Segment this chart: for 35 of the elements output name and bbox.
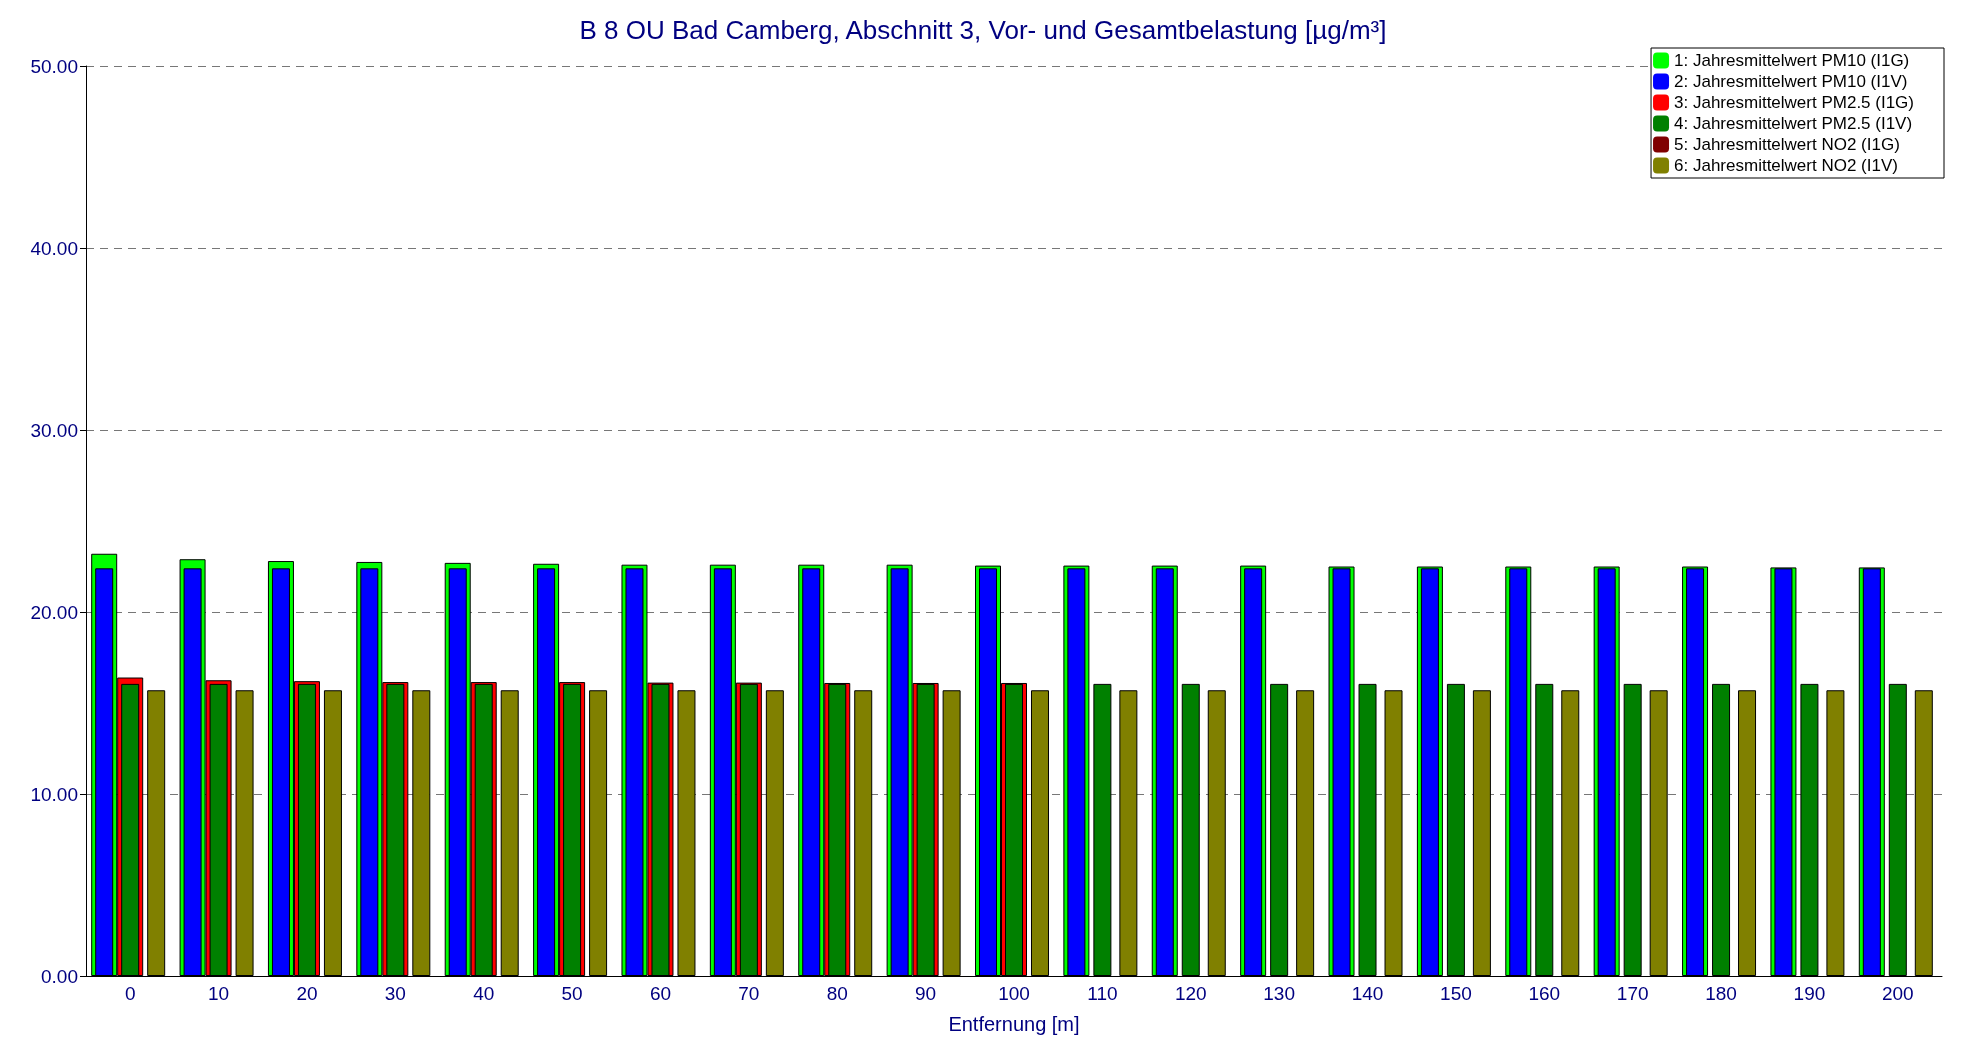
x-tick-label: 200 — [1881, 983, 1914, 1004]
x-tick-label: 80 — [826, 983, 848, 1004]
x-tick-label: 0 — [124, 983, 136, 1004]
x-tick-label: 30 — [384, 983, 406, 1004]
legend-label: 4: Jahresmittelwert PM2.5 (I1V) — [1674, 114, 1913, 133]
y-tick-label: 50.00 — [30, 55, 78, 77]
x-tick-label: 10 — [208, 983, 230, 1004]
x-tick-label: 90 — [915, 983, 937, 1004]
y-tick-label: 30.00 — [30, 419, 78, 441]
x-tick-label: 180 — [1705, 983, 1737, 1004]
x-tick-label: 50 — [561, 983, 583, 1004]
x-tick-label: 140 — [1351, 983, 1384, 1004]
y-tick-label: 20.00 — [30, 601, 78, 623]
legend-label: 5: Jahresmittelwert NO2 (I1G) — [1674, 135, 1900, 154]
x-tick-label: 20 — [296, 983, 318, 1004]
x-tick-label: 100 — [998, 983, 1030, 1004]
x-tick-label: 190 — [1793, 983, 1826, 1004]
y-tick-label: 10.00 — [30, 783, 78, 805]
x-axis-title: Entfernung [m] — [948, 1013, 1080, 1035]
x-tick-label: 120 — [1174, 983, 1207, 1004]
x-tick-label: 60 — [649, 983, 672, 1004]
legend-label: 2: Jahresmittelwert PM10 (I1V) — [1674, 72, 1908, 91]
x-tick-label: 160 — [1528, 983, 1561, 1004]
x-tick-label: 170 — [1616, 983, 1649, 1004]
chart-title: B 8 OU Bad Camberg, Abschnitt 3, Vor- und Gesamtbelastung [µg/m³] — [579, 15, 1387, 45]
x-tick-label: 70 — [738, 983, 760, 1004]
x-tick-label: 130 — [1263, 983, 1295, 1004]
x-tick-label: 110 — [1087, 983, 1118, 1004]
legend-label: 3: Jahresmittelwert PM2.5 (I1G) — [1674, 93, 1915, 112]
legend-label: 6: Jahresmittelwert NO2 (I1V) — [1674, 156, 1898, 175]
x-tick-label: 40 — [473, 983, 495, 1004]
y-tick-label: 0.00 — [41, 965, 78, 987]
y-tick-label: 40.00 — [30, 237, 78, 259]
x-tick-label: 150 — [1440, 983, 1472, 1004]
legend-label: 1: Jahresmittelwert PM10 (I1G) — [1674, 51, 1910, 70]
